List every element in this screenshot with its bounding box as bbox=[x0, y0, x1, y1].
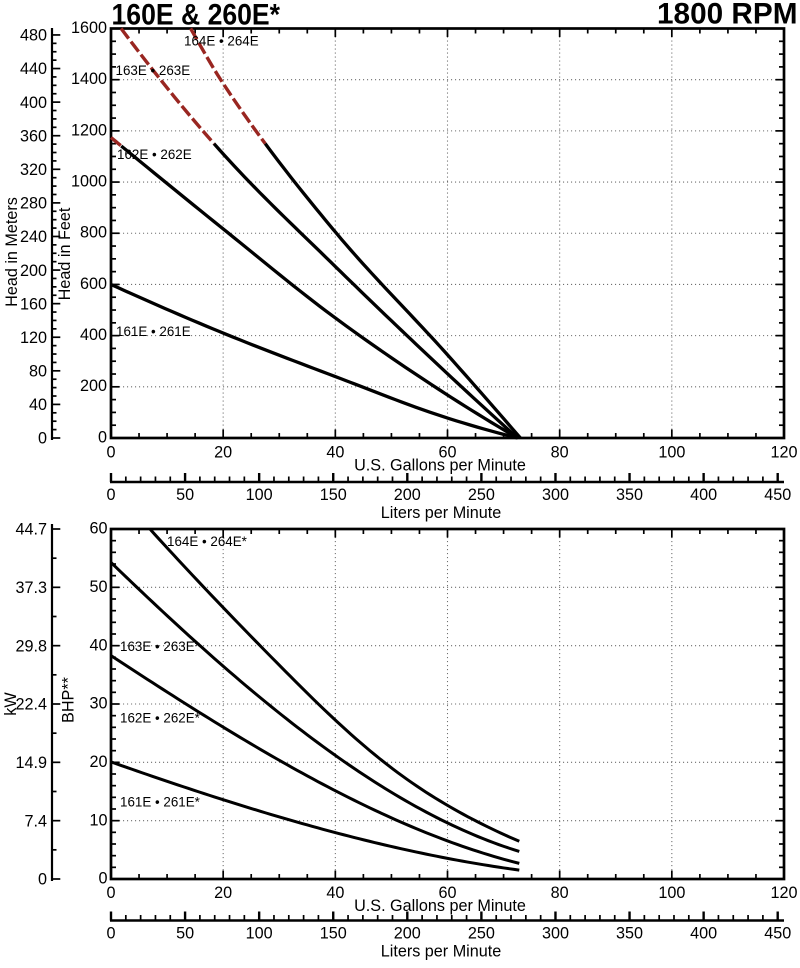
svg-text:162E • 262E: 162E • 262E bbox=[117, 147, 192, 162]
svg-text:0: 0 bbox=[106, 925, 115, 943]
svg-text:0: 0 bbox=[38, 871, 47, 889]
svg-text:360: 360 bbox=[20, 127, 47, 145]
svg-text:100: 100 bbox=[658, 884, 685, 902]
svg-text:300: 300 bbox=[542, 486, 569, 504]
svg-text:1600: 1600 bbox=[71, 19, 107, 37]
svg-text:450: 450 bbox=[764, 486, 791, 504]
svg-text:0: 0 bbox=[106, 444, 115, 462]
svg-text:800: 800 bbox=[80, 224, 107, 242]
svg-text:kW: kW bbox=[2, 692, 20, 716]
svg-text:BHP**: BHP** bbox=[60, 676, 78, 723]
svg-text:U.S. Gallons per Minute: U.S. Gallons per Minute bbox=[354, 457, 526, 475]
svg-text:14.9: 14.9 bbox=[15, 754, 47, 772]
svg-text:163E • 263E*: 163E • 263E* bbox=[120, 639, 200, 654]
svg-text:450: 450 bbox=[764, 925, 791, 943]
svg-text:40: 40 bbox=[326, 444, 344, 462]
svg-text:50: 50 bbox=[176, 925, 194, 943]
svg-text:1800 RPM: 1800 RPM bbox=[657, 0, 798, 31]
svg-text:480: 480 bbox=[20, 27, 47, 45]
svg-text:150: 150 bbox=[320, 925, 347, 943]
svg-text:163E • 263E: 163E • 263E bbox=[116, 63, 191, 78]
svg-text:0: 0 bbox=[98, 870, 107, 888]
svg-text:0: 0 bbox=[106, 486, 115, 504]
svg-text:80: 80 bbox=[29, 363, 47, 381]
svg-text:400: 400 bbox=[690, 486, 717, 504]
svg-text:30: 30 bbox=[89, 695, 107, 713]
svg-text:Liters per Minute: Liters per Minute bbox=[381, 504, 502, 522]
svg-text:29.8: 29.8 bbox=[15, 637, 47, 655]
svg-text:50: 50 bbox=[89, 578, 107, 596]
svg-text:160: 160 bbox=[20, 295, 47, 313]
svg-text:40: 40 bbox=[29, 396, 47, 414]
svg-text:120: 120 bbox=[770, 444, 797, 462]
svg-text:80: 80 bbox=[551, 444, 569, 462]
svg-text:100: 100 bbox=[246, 486, 273, 504]
svg-text:0: 0 bbox=[38, 430, 47, 448]
svg-text:100: 100 bbox=[246, 925, 273, 943]
svg-text:280: 280 bbox=[20, 195, 47, 213]
svg-text:0: 0 bbox=[98, 428, 107, 446]
svg-text:20: 20 bbox=[214, 444, 232, 462]
svg-text:350: 350 bbox=[616, 486, 643, 504]
svg-text:240: 240 bbox=[20, 228, 47, 246]
svg-text:22.4: 22.4 bbox=[15, 696, 47, 714]
svg-text:120: 120 bbox=[770, 884, 797, 902]
svg-text:1200: 1200 bbox=[71, 121, 107, 139]
svg-text:1000: 1000 bbox=[71, 172, 107, 190]
svg-text:120: 120 bbox=[20, 329, 47, 347]
svg-text:7.4: 7.4 bbox=[24, 812, 47, 830]
svg-text:37.3: 37.3 bbox=[15, 579, 47, 597]
svg-text:40: 40 bbox=[326, 884, 344, 902]
svg-text:50: 50 bbox=[176, 486, 194, 504]
svg-text:60: 60 bbox=[438, 444, 456, 462]
svg-text:Head in Feet: Head in Feet bbox=[56, 207, 74, 300]
svg-text:100: 100 bbox=[658, 444, 685, 462]
svg-text:350: 350 bbox=[616, 925, 643, 943]
svg-text:20: 20 bbox=[214, 884, 232, 902]
svg-text:160E & 260E*: 160E & 260E* bbox=[112, 0, 281, 32]
svg-text:164E • 264E*: 164E • 264E* bbox=[167, 534, 247, 549]
svg-text:1400: 1400 bbox=[71, 70, 107, 88]
svg-text:400: 400 bbox=[80, 326, 107, 344]
svg-text:200: 200 bbox=[80, 377, 107, 395]
svg-text:60: 60 bbox=[438, 884, 456, 902]
svg-text:300: 300 bbox=[542, 925, 569, 943]
svg-text:400: 400 bbox=[690, 925, 717, 943]
svg-text:400: 400 bbox=[20, 94, 47, 112]
svg-text:Liters per Minute: Liters per Minute bbox=[381, 943, 502, 961]
svg-text:60: 60 bbox=[89, 520, 107, 538]
svg-text:161E • 261E*: 161E • 261E* bbox=[120, 795, 200, 810]
svg-text:200: 200 bbox=[394, 486, 421, 504]
svg-text:10: 10 bbox=[89, 811, 107, 829]
svg-text:40: 40 bbox=[89, 636, 107, 654]
svg-text:80: 80 bbox=[551, 884, 569, 902]
svg-text:600: 600 bbox=[80, 275, 107, 293]
svg-text:200: 200 bbox=[20, 262, 47, 280]
svg-text:U.S. Gallons per Minute: U.S. Gallons per Minute bbox=[354, 897, 526, 915]
svg-text:250: 250 bbox=[468, 486, 495, 504]
svg-text:200: 200 bbox=[394, 925, 421, 943]
svg-text:44.7: 44.7 bbox=[15, 521, 47, 539]
svg-text:161E • 261E: 161E • 261E bbox=[116, 324, 191, 339]
svg-text:320: 320 bbox=[20, 161, 47, 179]
svg-text:Head in Meters: Head in Meters bbox=[3, 197, 21, 307]
svg-text:162E • 262E*: 162E • 262E* bbox=[120, 711, 200, 726]
svg-text:20: 20 bbox=[89, 753, 107, 771]
svg-text:0: 0 bbox=[106, 884, 115, 902]
svg-text:150: 150 bbox=[320, 486, 347, 504]
svg-text:250: 250 bbox=[468, 925, 495, 943]
svg-text:440: 440 bbox=[20, 60, 47, 78]
svg-text:164E • 264E: 164E • 264E bbox=[184, 34, 259, 49]
